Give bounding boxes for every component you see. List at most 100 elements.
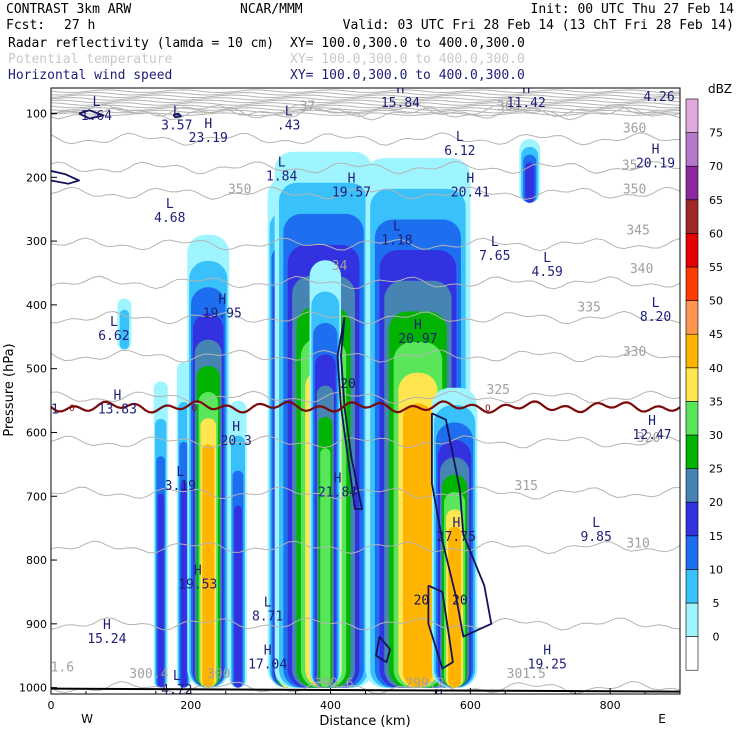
extremum-value-17: 8.20 [640, 310, 671, 325]
contour-labels: 3503453403353303253203153103603503536537… [35, 76, 680, 717]
colorbar-label-8: 40 [709, 362, 723, 375]
colorbar-swatch-7 [685, 401, 699, 436]
wind-contours [51, 109, 493, 670]
wind-contour-6 [375, 636, 391, 663]
field-name-1: Potential temperature [8, 52, 173, 67]
extremum-type-32: H [543, 643, 551, 658]
zero-isotherm-line [51, 400, 680, 414]
theta-label-20: 301.5 [507, 667, 546, 682]
wind-label-1: 20 [414, 594, 430, 609]
colorbar-swatch-2 [685, 569, 699, 604]
colorbar-label-5: 25 [709, 463, 723, 476]
theta-label-15: 301.6 [35, 661, 74, 676]
theta-label-11: 35 [622, 159, 638, 174]
extremum-value-25: 21.84 [318, 485, 357, 500]
theta-label-7: 315 [515, 479, 538, 494]
extremum-value-9: 1.84 [266, 169, 297, 184]
theta-contour-315 [51, 486, 680, 500]
theta-label-9: 360 [623, 122, 646, 137]
extremum-type-29: L [264, 596, 272, 611]
extremum-type-28: H [194, 564, 202, 579]
theta-label-1: 345 [626, 224, 649, 239]
extremum-type-2: H [204, 117, 212, 132]
extremum-value-16: 19.95 [203, 307, 242, 322]
theta-contour-340 [51, 275, 680, 290]
extremum-type-3: L [285, 104, 293, 119]
x-tick-label-3: 600 [460, 699, 481, 712]
refl-cell-4-lev-4 [234, 505, 242, 688]
colorbar-label-15: 75 [709, 127, 723, 140]
extremum-value-24: 3.19 [165, 479, 196, 494]
y-tick-label-9: 1000 [19, 682, 47, 695]
refl-cell-1-lev-4 [157, 493, 164, 688]
extremum-type-33: L [173, 669, 181, 684]
init-time: Init: 00 UTC Thu 27 Feb 14 [531, 2, 735, 17]
theta-label-8: 310 [626, 536, 649, 551]
theta-contour-345 [51, 237, 680, 252]
extremum-type-4: H [397, 82, 405, 97]
wind-contour-0 [78, 109, 105, 120]
extremum-type-13: L [393, 219, 401, 234]
theta-contour-strat-8 [51, 109, 680, 114]
extremum-value-35: 24.84 [419, 702, 458, 717]
theta-contour-305 [51, 617, 680, 631]
extremum-value-3: .43 [277, 118, 300, 133]
y-tick-label-6: 700 [26, 490, 47, 503]
extremum-type-11: H [466, 171, 474, 186]
extremum-value-20: 13.83 [98, 402, 137, 417]
colorbar-label-6: 30 [709, 429, 723, 442]
theta-contour-320 [51, 435, 680, 449]
theta-contour-strat-2 [51, 94, 680, 99]
y-tick-label-7: 800 [26, 554, 47, 567]
extremum-type-25: H [334, 471, 342, 486]
theta-contour-strat-7 [51, 107, 680, 111]
refl-cell-3-lev-9 [202, 444, 215, 688]
extremum-type-37: L [648, 701, 656, 716]
colorbar-label-4: 20 [709, 496, 723, 509]
extremum-type-15: L [543, 251, 551, 266]
extremum-type-27: L [592, 516, 600, 531]
x-axis-label: Distance (km) [319, 714, 410, 729]
field-name-0: Radar reflectivity (lamda = 10 cm) [8, 36, 274, 51]
theta-label-2: 340 [630, 262, 653, 277]
extremum-value-28: 19.53 [178, 578, 217, 593]
field-name-2: Horizontal wind speed [8, 68, 172, 83]
extremum-value-15: 4.59 [532, 265, 563, 280]
theta-label-10: 350 [623, 182, 646, 197]
x-tick-label-4: 800 [600, 699, 621, 712]
y-tick-label-4: 500 [26, 363, 47, 376]
colorbar-label-2: 10 [709, 563, 723, 576]
theta-contours [51, 89, 680, 694]
extremum-value-19: 20.97 [398, 332, 437, 347]
west-label: W [81, 712, 93, 726]
extremum-value-11: 20.41 [451, 185, 490, 200]
extremum-type-14: L [491, 235, 499, 250]
y-tick-label-5: 600 [26, 426, 47, 439]
colorbar-swatch-6 [685, 434, 699, 469]
center-title: NCAR/MMM [240, 2, 303, 17]
colorbar-swatch-4 [685, 501, 699, 537]
theta-contour-strat-1 [51, 91, 680, 96]
extremum-type-5: H [522, 82, 530, 97]
theta-label-6: 320 [637, 431, 660, 446]
colorbar-label-9: 45 [709, 328, 723, 341]
extremum-type-6: L [655, 76, 663, 91]
theta-contour-310 [51, 540, 680, 555]
x-tick-label-1: 200 [180, 699, 201, 712]
refl-cell-10-lev-4 [525, 162, 535, 203]
theta-contour-335 [51, 310, 680, 325]
theta-contour-strat-6 [51, 104, 680, 109]
theta-label-18: 299.6 [314, 677, 353, 692]
extremum-value-8: 20.19 [636, 157, 675, 172]
extremum-value-22: 20.3 [221, 434, 252, 449]
colorbar-swatch-12 [685, 233, 699, 268]
colorbar-swatch-11 [685, 266, 699, 301]
theta-label-14: 34 [332, 259, 348, 274]
theta-contour-strat-3 [51, 97, 680, 101]
extremum-value-1: 3.57 [161, 118, 192, 133]
colorbar-label-3: 15 [709, 530, 723, 543]
colorbar-label-14: 70 [709, 160, 723, 173]
extremum-value-31: 17.04 [248, 657, 287, 672]
zero-isotherm: 0 0 0 [51, 400, 680, 414]
extremum-type-9: L [278, 155, 286, 170]
